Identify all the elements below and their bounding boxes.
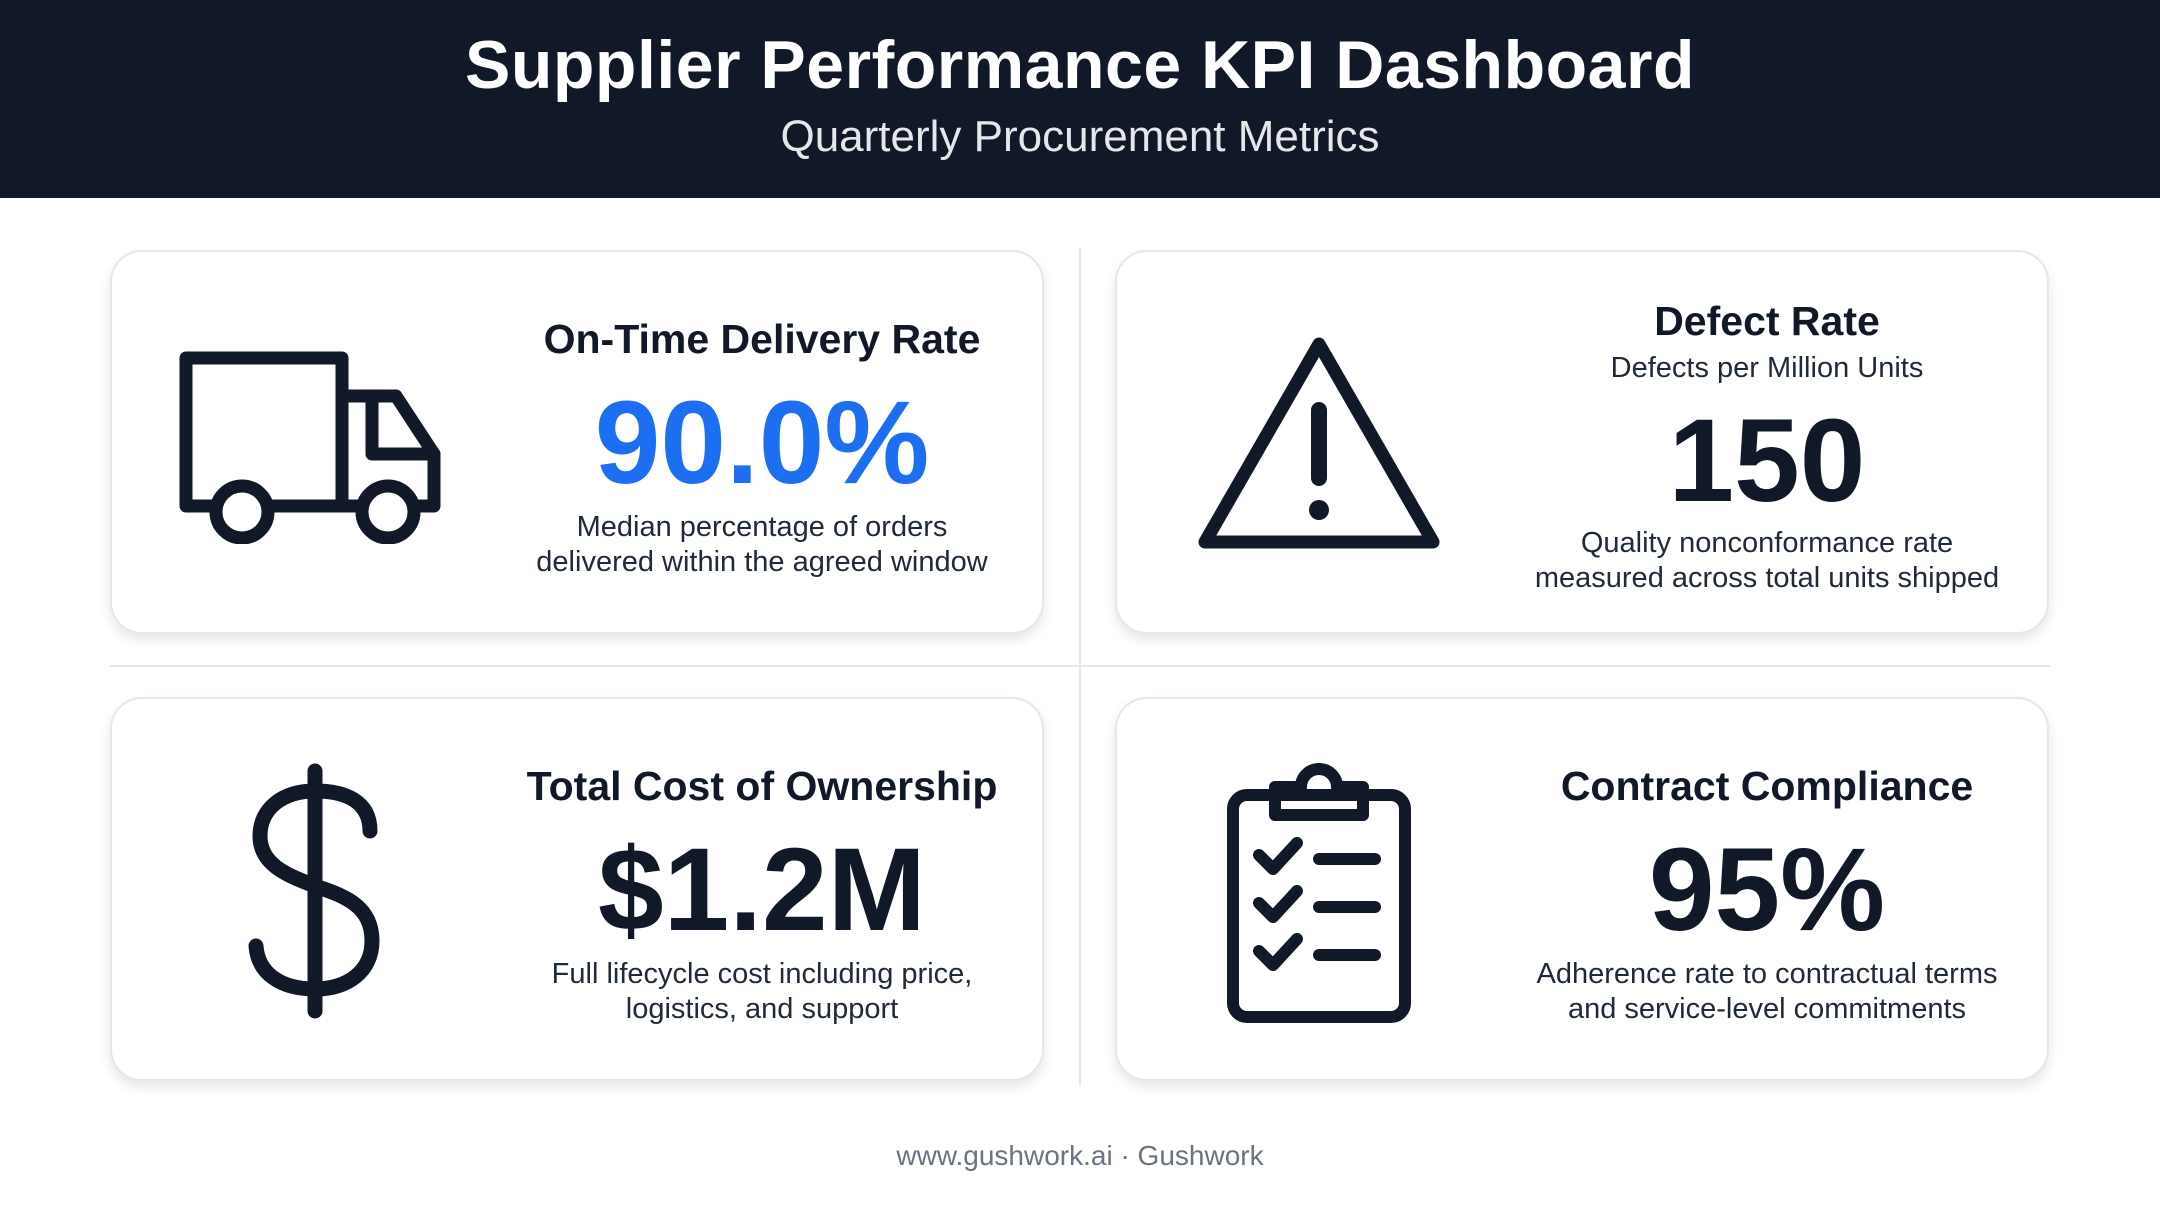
vertical-divider (1079, 248, 1081, 1086)
kpi-value: 150 (1668, 395, 1866, 527)
page-subtitle: Quarterly Procurement Metrics (780, 112, 1380, 161)
kpi-description-line: measured across total units shipped (1534, 562, 2000, 594)
kpi-description: Median percentage of orders delivered wi… (482, 510, 1042, 580)
horizontal-divider (110, 665, 2050, 667)
kpi-description-line: Median percentage of orders (576, 511, 948, 543)
page-header: Supplier Performance KPI Dashboard Quart… (0, 0, 2160, 198)
kpi-description: Full lifecycle cost including price, log… (482, 957, 1042, 1027)
kpi-description-line: delivered within the agreed window (536, 546, 988, 578)
kpi-title: Contract Compliance (1560, 763, 1974, 809)
kpi-title: Defect Rate (1654, 298, 1880, 344)
kpi-card-contract-compliance: Contract Compliance 95% Adherence rate t… (1115, 697, 2049, 1081)
truck-icon (174, 344, 464, 544)
kpi-subtitle: Defects per Million Units (1610, 352, 1924, 384)
kpi-description: Adherence rate to contractual terms and … (1487, 957, 2047, 1027)
kpi-card-total-cost-of-ownership: Total Cost of Ownership $1.2M Full lifec… (110, 697, 1044, 1081)
kpi-card-defect-rate: Defect Rate Defects per Million Units 15… (1115, 250, 2049, 634)
page-title: Supplier Performance KPI Dashboard (465, 27, 1695, 103)
kpi-description-line: Full lifecycle cost including price, (551, 958, 973, 990)
kpi-title: On-Time Delivery Rate (543, 316, 981, 362)
kpi-value: 95% (1648, 824, 1886, 956)
kpi-description: Quality nonconformance rate measured acr… (1487, 526, 2047, 596)
kpi-value: $1.2M (598, 824, 926, 956)
clipboard-checklist-icon (1219, 757, 1419, 1027)
dollar-sign-icon (240, 761, 390, 1021)
kpi-description-line: and service-level commitments (1567, 993, 1967, 1025)
kpi-card-on-time-delivery: On-Time Delivery Rate 90.0% Median perce… (110, 250, 1044, 634)
kpi-description-line: logistics, and support (625, 993, 899, 1025)
footer-credit: www.gushwork.ai · Gushwork (896, 1140, 1264, 1171)
warning-triangle-icon (1191, 330, 1447, 560)
kpi-value: 90.0% (594, 377, 930, 509)
kpi-description-line: Quality nonconformance rate (1580, 527, 1954, 559)
kpi-description-line: Adherence rate to contractual terms (1536, 958, 1998, 990)
kpi-title: Total Cost of Ownership (526, 763, 998, 809)
